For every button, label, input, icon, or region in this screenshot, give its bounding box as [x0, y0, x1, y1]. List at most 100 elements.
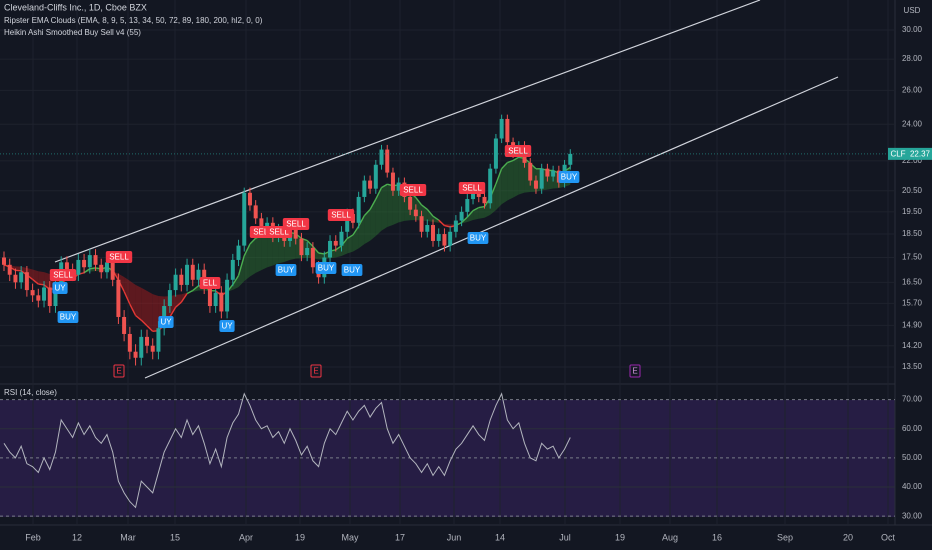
ema-cloud	[38, 271, 45, 285]
ema-cloud	[392, 184, 399, 225]
candle-body	[379, 149, 384, 165]
candle-body	[173, 274, 178, 291]
ema-line	[512, 156, 520, 162]
signal-label: SELL	[269, 228, 289, 237]
candle-body	[499, 118, 504, 139]
ema-line	[83, 268, 91, 274]
ema-line	[375, 187, 383, 200]
candle-body	[42, 287, 47, 301]
candle-body	[368, 180, 373, 189]
ema-line	[237, 255, 245, 276]
ema-line	[478, 205, 485, 209]
ema-line	[426, 208, 434, 217]
ema-cloud	[381, 184, 388, 231]
signal-label: ELL	[203, 279, 218, 288]
ticker-label: CLF	[890, 149, 905, 158]
ema-cloud	[501, 162, 508, 205]
ema-line	[507, 159, 514, 164]
candle-body	[64, 262, 69, 270]
candle-body	[230, 259, 235, 280]
channel-lower	[144, 76, 839, 379]
ema-line	[438, 219, 445, 227]
rsi-tick-label: 60.00	[902, 424, 923, 433]
ema-cloud	[352, 226, 359, 252]
candle-body	[156, 328, 161, 352]
candle-body	[253, 205, 258, 219]
ema-cloud	[495, 168, 502, 211]
symbol-title: Cleveland-Cliffs Inc., 1D, Cboe BZX	[4, 2, 147, 12]
candle-body	[390, 172, 395, 191]
rsi-line	[3, 392, 571, 509]
y-tick-label: 24.00	[902, 119, 923, 128]
rsi-tick-label: 30.00	[902, 511, 923, 520]
candle-body	[242, 192, 247, 246]
ema-line	[38, 283, 45, 286]
candle-body	[425, 225, 430, 232]
ema-line	[312, 245, 320, 254]
y-tick-label: 13.50	[902, 362, 923, 371]
candle-body	[99, 264, 104, 273]
candle-body	[145, 336, 149, 346]
ema-line	[232, 275, 240, 285]
ema-line	[421, 204, 428, 210]
y-tick-label: 16.50	[902, 277, 923, 286]
y-tick-label: 26.00	[902, 86, 923, 95]
candle-body	[116, 279, 121, 317]
ema-cloud	[152, 294, 159, 332]
candle-body	[133, 351, 138, 358]
candle-body	[436, 234, 441, 241]
candle-body	[528, 162, 533, 181]
y-tick-label: 14.20	[902, 341, 923, 350]
channel-upper	[54, 0, 761, 263]
ema-line	[318, 252, 325, 255]
candle-body	[213, 292, 218, 307]
ema-cloud	[335, 245, 342, 258]
ema-line	[89, 267, 96, 270]
candle-body	[453, 220, 458, 232]
candle-body	[431, 225, 435, 241]
candle-body	[196, 269, 201, 280]
ema-line	[192, 285, 199, 292]
y-tick-label: 20.50	[902, 186, 923, 195]
candle-body	[150, 345, 155, 352]
signal-badge	[275, 264, 297, 276]
ema-cloud	[473, 207, 479, 221]
ema-line	[306, 240, 314, 247]
earnings-label: E	[632, 367, 637, 376]
x-tick-label: 17	[395, 532, 405, 542]
ema-line	[352, 225, 360, 236]
ema-cloud	[249, 238, 256, 277]
earnings-label: E	[116, 367, 121, 376]
signal-label: SELL	[462, 184, 482, 193]
signal-badge	[327, 209, 355, 221]
ema-cloud	[135, 284, 142, 321]
signal-badge	[558, 171, 580, 183]
candle-body	[167, 290, 172, 307]
candle-body	[47, 287, 52, 307]
signal-label: BUY	[278, 266, 295, 275]
y-tick-label: 15.70	[902, 298, 923, 307]
rsi-band	[0, 400, 895, 517]
signal-label: BUY	[344, 266, 361, 275]
candle-body	[24, 272, 29, 291]
signal-badge	[458, 182, 486, 194]
candle-body	[110, 262, 115, 280]
candle-body	[82, 259, 87, 268]
candle-body	[179, 274, 184, 285]
signal-label: SELL	[109, 253, 129, 262]
ema-cloud	[341, 238, 348, 256]
candle-body	[310, 247, 315, 268]
ema-line	[369, 198, 377, 210]
candle-body	[533, 180, 538, 189]
candle-body	[225, 279, 230, 312]
x-tick-label: Apr	[239, 532, 253, 542]
ticker-badge	[888, 147, 908, 160]
ema-cloud	[261, 232, 268, 271]
signal-badge	[341, 264, 363, 276]
candle-body	[139, 336, 144, 358]
candle-body	[7, 264, 12, 275]
candle-body	[545, 168, 550, 177]
candle-body	[87, 255, 92, 268]
